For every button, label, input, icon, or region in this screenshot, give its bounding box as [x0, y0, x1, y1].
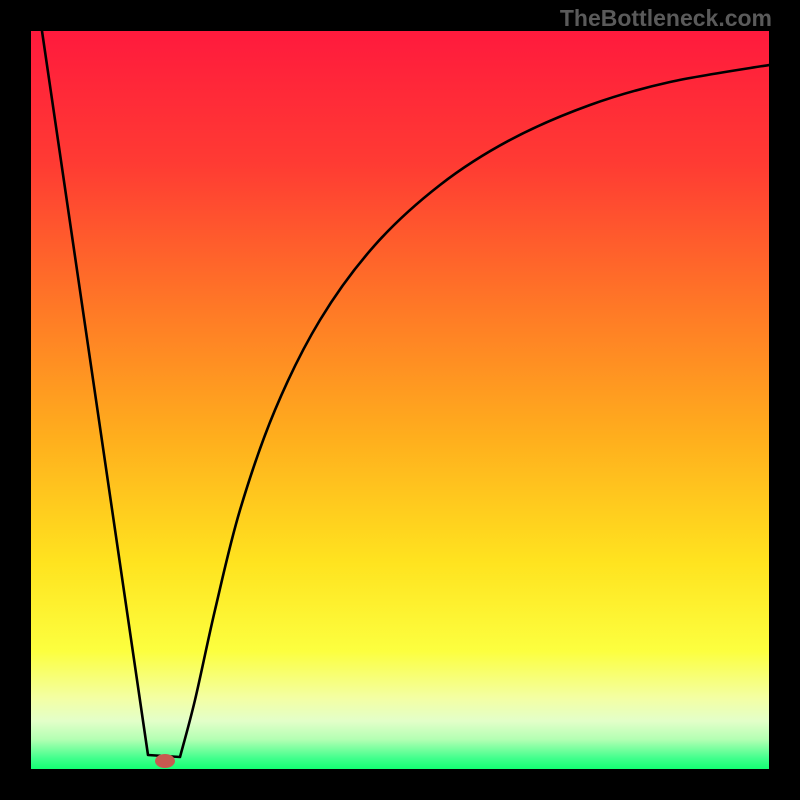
curve-layer	[31, 31, 769, 769]
bottleneck-curve	[42, 31, 769, 757]
chart-root: TheBottleneck.com	[0, 0, 800, 800]
plot-area	[31, 31, 769, 769]
watermark-text: TheBottleneck.com	[560, 5, 772, 32]
valley-marker	[155, 754, 175, 768]
